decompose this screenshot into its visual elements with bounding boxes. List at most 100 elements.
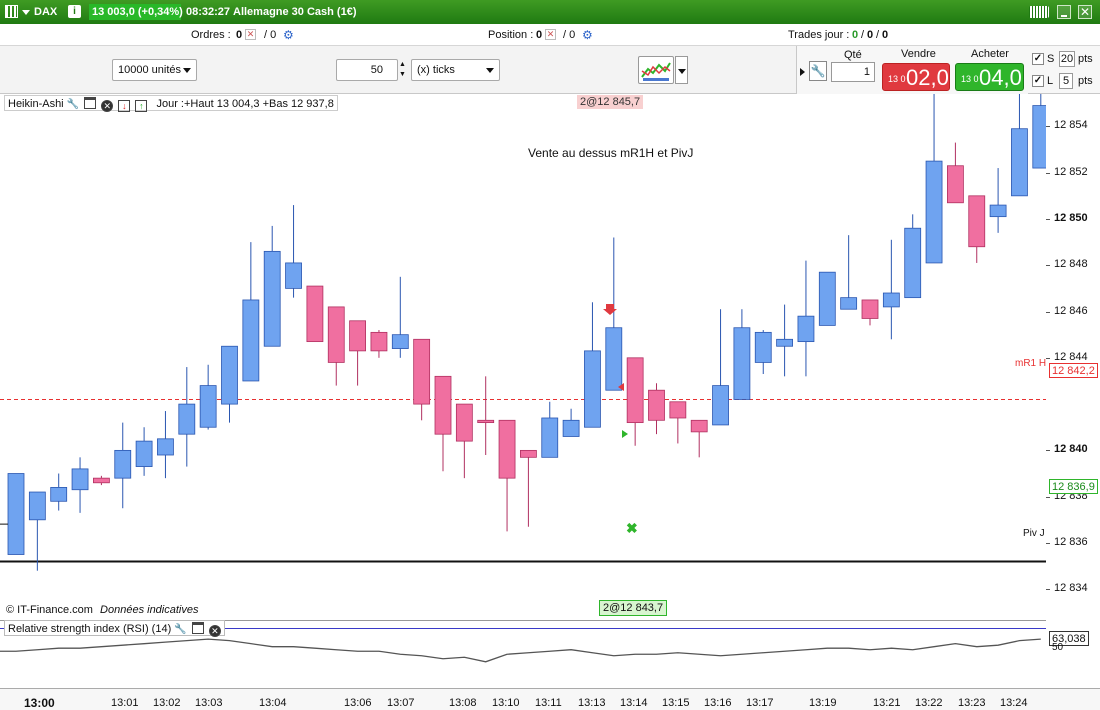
strategy-dropdown[interactable] xyxy=(675,56,688,84)
trades-b: 0 xyxy=(867,29,874,41)
bottom-order-tag[interactable]: 2@12 843,7 xyxy=(599,600,668,616)
candle-body xyxy=(904,227,922,299)
close-icon[interactable]: ✕ xyxy=(208,625,221,637)
wrench-icon: 🔧 xyxy=(810,64,826,78)
time-axis[interactable]: 13:00 13:01 13:02 13:03 13:04 13:06 13:07 13:08… xyxy=(0,688,1100,710)
stop-checkbox[interactable]: ✓ xyxy=(1032,53,1044,65)
top-order-tag[interactable]: 2@12 845,7 xyxy=(577,95,644,109)
y-tick-mark xyxy=(1046,357,1050,359)
price-axis[interactable]: 12 854 12 852 12 850 12 848 12 846 12 844 12 8… xyxy=(1046,94,1100,688)
pivj-label: Piv J xyxy=(1023,528,1045,539)
candle-body xyxy=(285,262,302,289)
candle-body xyxy=(327,306,345,363)
x-tick-label: 13:21 xyxy=(873,697,901,709)
keyboard-icon[interactable] xyxy=(1029,6,1049,18)
sell-signal-icon xyxy=(603,304,617,315)
sell-order-marker xyxy=(618,383,624,391)
limit-label: L xyxy=(1047,75,1054,87)
rsi-level-label: 50 xyxy=(1052,642,1064,653)
candle-body xyxy=(263,250,281,347)
candle-body xyxy=(712,385,729,426)
limit-value[interactable]: 5 xyxy=(1059,73,1073,89)
close-button[interactable]: ✕ xyxy=(1078,5,1092,19)
candle-body xyxy=(989,204,1007,218)
candle-body xyxy=(242,299,260,382)
candle-body xyxy=(797,315,815,343)
strategy-button[interactable] xyxy=(638,56,674,84)
move-up-icon[interactable]: ↑ xyxy=(135,100,148,112)
position-gears-icon[interactable]: ⚙ xyxy=(582,28,593,42)
candle-body xyxy=(413,338,431,405)
qty-input[interactable]: 1 xyxy=(831,62,875,82)
close-position-icon[interactable]: ✕ xyxy=(545,29,556,40)
candle-body xyxy=(605,327,623,391)
rsi-value-box: 63,038 xyxy=(1049,631,1089,646)
chevron-down-icon[interactable] xyxy=(22,10,30,15)
wrench-icon[interactable]: 🔧 xyxy=(174,624,187,635)
minimize-button[interactable] xyxy=(1057,5,1071,19)
candle-body xyxy=(28,491,46,521)
qty-label: Qté xyxy=(844,49,862,61)
candle-body xyxy=(861,299,879,319)
units-select[interactable]: 10000 unités xyxy=(112,59,197,81)
price-badge: 13 003,0 (+0,34%) xyxy=(89,4,183,20)
y-tick-label: 12 850 xyxy=(1054,211,1088,224)
candle-body xyxy=(114,449,132,479)
legend-text: Jour :+Haut 13 004,3 +Bas 12 937,8 xyxy=(156,98,334,110)
ticks-value: 50 xyxy=(370,64,383,76)
units-value: 10000 unités xyxy=(118,64,181,76)
indicator-name: Heikin-Ashi xyxy=(8,98,64,110)
x-tick-label: 13:01 xyxy=(111,697,139,709)
y-tick-mark xyxy=(1046,218,1050,220)
orders-total: / 0 xyxy=(264,29,277,41)
sell-price-prefix: 13 0 xyxy=(888,74,906,84)
limit-checkbox[interactable]: ✓ xyxy=(1032,75,1044,87)
cancel-orders-icon[interactable]: ✕ xyxy=(245,29,256,40)
buy-button[interactable]: 13 0 04,0 xyxy=(955,63,1024,91)
candle-body xyxy=(754,331,772,363)
stop-limit-panel: ✓ S 20 pts ✓ L 5 pts xyxy=(1028,46,1100,94)
move-down-icon[interactable]: ↓ xyxy=(118,100,131,112)
position-count: 0 xyxy=(536,29,543,41)
ticks-unit-select[interactable]: (x) ticks xyxy=(411,59,500,81)
sell-button[interactable]: 13 0 02,0 xyxy=(882,63,950,91)
candle-body xyxy=(882,292,900,308)
trade-panel: 🔧 Qté 1 Vendre Acheter 13 0 02,0 13 0 04… xyxy=(796,46,1034,94)
rsi-header: Relative strength index (RSI) (14) 🔧 ✕ xyxy=(4,620,225,637)
x-tick-label: 13:19 xyxy=(809,697,837,709)
gears-icon[interactable]: ⚙ xyxy=(283,28,294,42)
info-icon[interactable]: i xyxy=(68,5,81,18)
rsi-title: Relative strength index (RSI) (14) xyxy=(8,623,172,635)
window-icon[interactable] xyxy=(84,97,97,109)
x-tick-label: 13:04 xyxy=(259,697,287,709)
instrument-name: Allemagne 30 Cash (1€) xyxy=(233,6,357,18)
y-tick-mark xyxy=(1046,265,1050,267)
window-icon[interactable] xyxy=(191,622,204,634)
chevron-down-icon xyxy=(183,68,191,73)
candle-body xyxy=(562,419,580,437)
price-chart[interactable]: ✖ xyxy=(0,94,1046,617)
x-tick-label: 13:23 xyxy=(958,697,986,709)
candle-body xyxy=(178,403,196,435)
limit-pts: pts xyxy=(1078,75,1093,87)
x-tick-label: 13:06 xyxy=(344,697,372,709)
close-icon[interactable]: ✕ xyxy=(101,100,114,112)
buy-label: Acheter xyxy=(971,48,1009,60)
chart-header: Heikin-Ashi 🔧 ✕ ↓ ↑ Jour :+Haut 13 004,3… xyxy=(4,95,338,112)
y-tick-mark xyxy=(1046,496,1050,498)
ticks-input[interactable]: 50 xyxy=(336,59,398,81)
wrench-icon[interactable]: 🔧 xyxy=(66,99,80,110)
candle-body xyxy=(135,440,153,467)
candle-body xyxy=(477,419,495,424)
grid-icon[interactable] xyxy=(5,5,18,18)
candle-body xyxy=(7,473,25,555)
candle-body xyxy=(71,468,89,491)
x-tick-label: 13:17 xyxy=(746,697,774,709)
mr1-label: mR1 H xyxy=(1015,358,1047,369)
x-tick-label: 13:16 xyxy=(704,697,732,709)
stop-value[interactable]: 20 xyxy=(1059,51,1075,67)
ticks-stepper[interactable]: ▲ ▼ xyxy=(399,61,406,78)
wrench-button[interactable]: 🔧 xyxy=(809,61,827,81)
expand-arrow-icon[interactable] xyxy=(800,68,805,76)
candle-body xyxy=(669,401,687,419)
